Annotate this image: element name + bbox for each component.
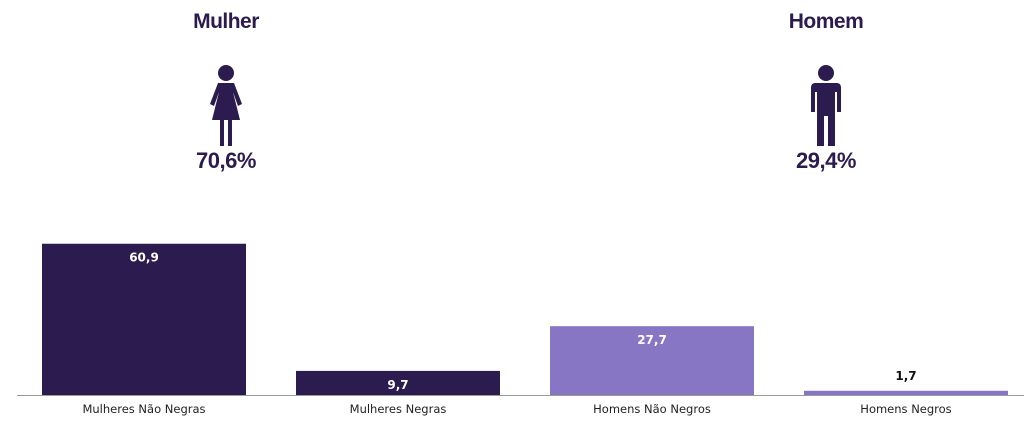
data-label-4: 1,7 — [895, 369, 916, 383]
bar-3 — [550, 326, 754, 395]
bar-1 — [42, 243, 246, 395]
category-label-3: Homens Não Negros — [593, 402, 711, 416]
category-label-1: Mulheres Não Negras — [82, 402, 205, 416]
female-figure-icon — [210, 65, 242, 146]
female-percent: 70,6% — [196, 148, 256, 173]
bar-2 — [296, 370, 500, 395]
category-label-4: Homens Negros — [860, 402, 951, 416]
female-title: Mulher — [193, 10, 259, 33]
male-title: Homem — [788, 10, 864, 33]
data-label-1: 60,9 — [129, 251, 159, 265]
data-label-2: 9,7 — [387, 378, 408, 392]
male-percent: 29,4% — [796, 148, 856, 173]
bar-4 — [804, 390, 1008, 395]
male-figure-icon — [811, 65, 841, 146]
data-label-3: 27,7 — [637, 333, 667, 347]
category-label-2: Mulheres Negras — [350, 402, 447, 416]
